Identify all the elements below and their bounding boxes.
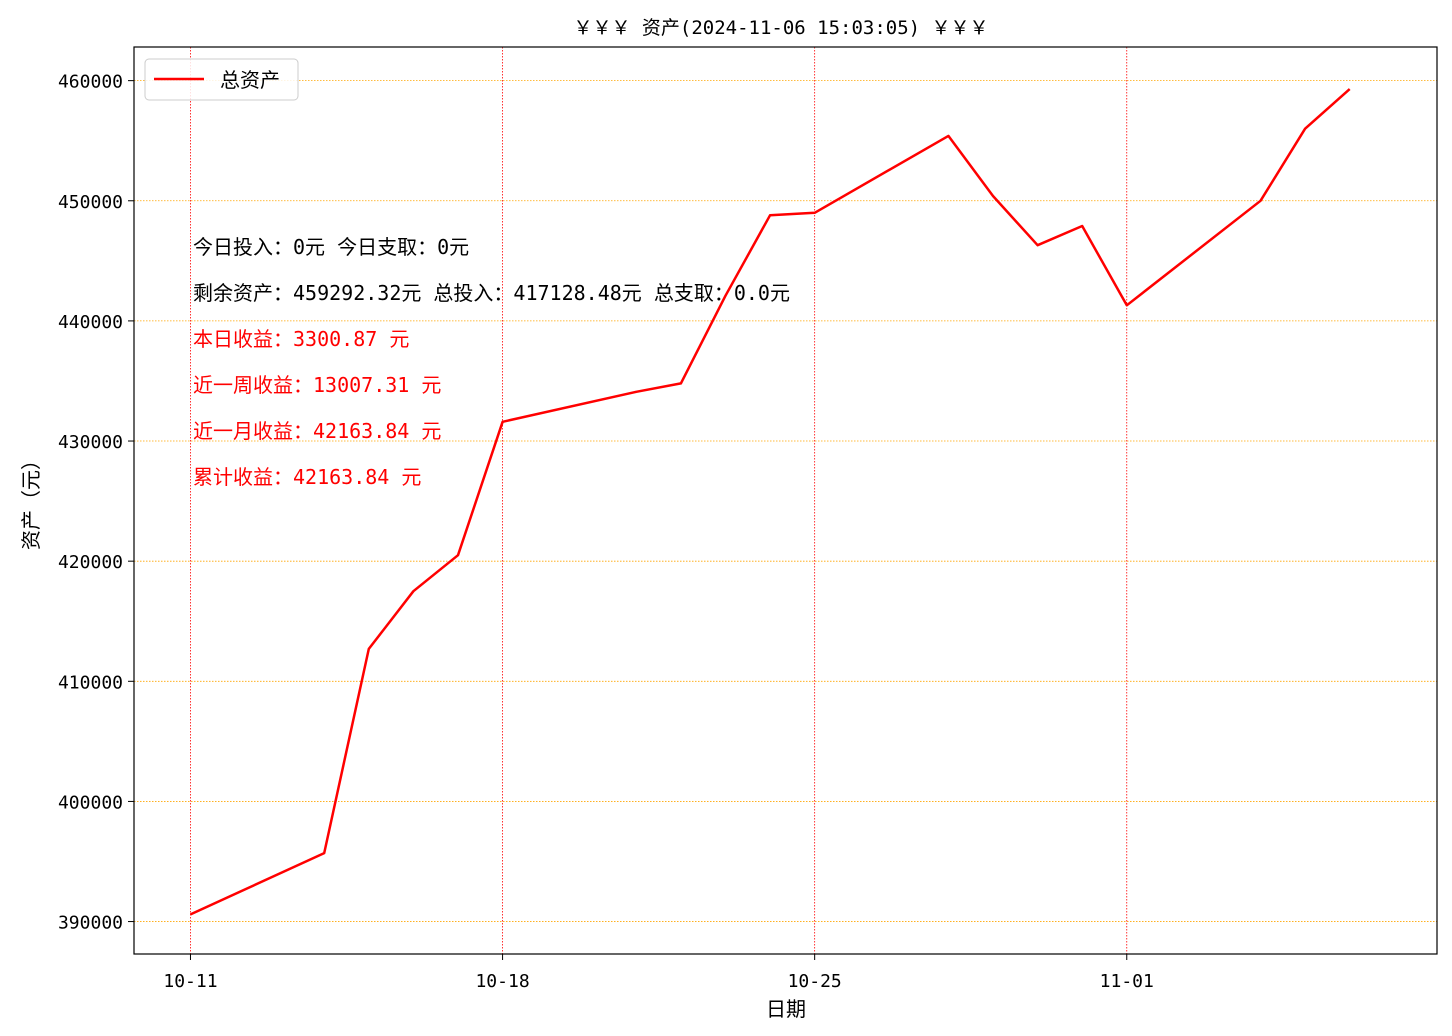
x-axis-label: 日期 [766, 997, 806, 1021]
y-tick-label: 390000 [58, 913, 123, 934]
y-tick-label: 430000 [58, 432, 123, 453]
x-tick-label: 10-18 [475, 971, 529, 992]
y-tick-label: 440000 [58, 312, 123, 333]
legend-label: 总资产 [220, 68, 280, 92]
y-tick-label: 410000 [58, 672, 123, 693]
y-tick-label: 400000 [58, 792, 123, 813]
y-tick-label: 420000 [58, 552, 123, 573]
annotation-line: 剩余资产：459292.32元 总投入：417128.48元 总支取：0.0元 [193, 281, 790, 305]
y-tick-label: 460000 [58, 72, 123, 93]
x-tick-label: 10-25 [788, 971, 842, 992]
legend: 总资产 [145, 59, 298, 100]
y-axis-label: 资产（元） [19, 450, 43, 550]
y-tick-label: 450000 [58, 192, 123, 213]
annotation-line: 近一月收益：42163.84 元 [193, 419, 441, 443]
annotation-line: 近一周收益：13007.31 元 [193, 373, 441, 397]
chart-title: ￥￥￥ 资产(2024-11-06 15:03:05) ￥￥￥ [573, 17, 988, 39]
x-tick-label: 10-11 [163, 971, 217, 992]
annotation-line: 本日收益：3300.87 元 [193, 327, 409, 351]
annotation-line: 今日投入：0元 今日支取：0元 [193, 235, 469, 259]
x-tick-label: 11-01 [1100, 971, 1154, 992]
annotation-line: 累计收益：42163.84 元 [193, 465, 421, 489]
